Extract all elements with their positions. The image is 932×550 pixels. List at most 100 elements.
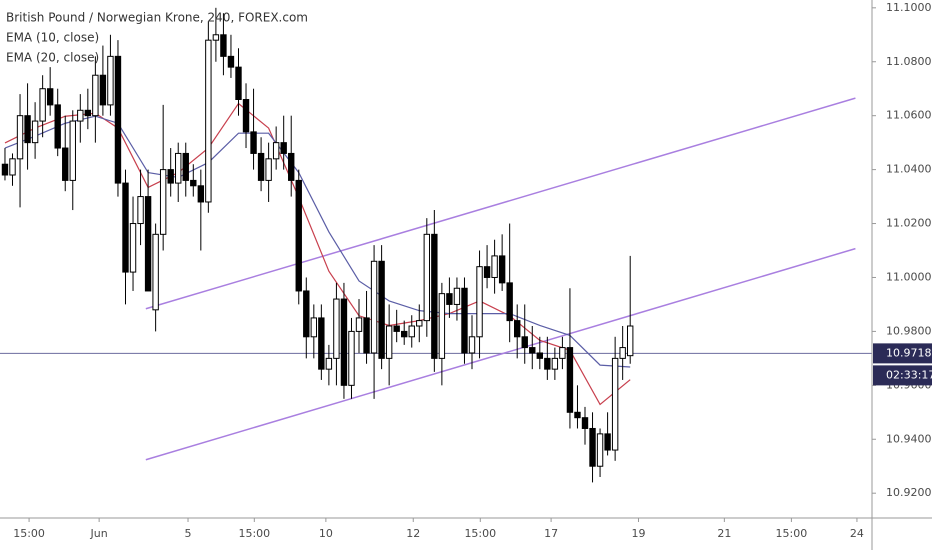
y-tick-label: 11.10000 bbox=[886, 1, 932, 14]
candle-body bbox=[190, 179, 197, 187]
x-tick-label: 10 bbox=[319, 527, 333, 540]
candle-body bbox=[438, 293, 446, 359]
candle-body bbox=[242, 99, 250, 133]
candle-body bbox=[596, 433, 604, 467]
candle-body bbox=[416, 320, 423, 327]
candle-body bbox=[566, 347, 574, 413]
candle-body bbox=[24, 115, 31, 144]
candle-body bbox=[423, 233, 431, 322]
candle-body bbox=[144, 196, 152, 292]
trend-line bbox=[145, 97, 856, 310]
candle-body bbox=[114, 55, 122, 184]
x-tick-label: 24 bbox=[850, 527, 864, 540]
candle-body bbox=[227, 55, 235, 68]
x-tick-label: Jun bbox=[90, 527, 108, 540]
candle-body bbox=[521, 336, 528, 349]
last-price-box bbox=[873, 343, 932, 364]
candle-body bbox=[446, 293, 453, 305]
candle-body bbox=[408, 325, 415, 338]
x-tick-label: 17 bbox=[544, 527, 558, 540]
candle-body bbox=[619, 347, 626, 359]
candle-body bbox=[325, 357, 333, 370]
candle-body bbox=[280, 142, 287, 154]
candle-body bbox=[265, 158, 272, 181]
candle-body bbox=[77, 109, 84, 122]
candle-body bbox=[122, 182, 129, 273]
candle-body bbox=[205, 39, 212, 203]
y-tick-label: 10.94000 bbox=[886, 432, 932, 445]
candle-body bbox=[363, 317, 370, 354]
candle-body bbox=[129, 223, 137, 273]
candle-body bbox=[333, 298, 340, 359]
candle-body bbox=[250, 131, 257, 154]
candle-body bbox=[235, 66, 242, 101]
candle-body bbox=[544, 357, 551, 370]
candle-body bbox=[348, 330, 355, 386]
candle-body bbox=[220, 34, 227, 57]
candle-body bbox=[589, 427, 596, 467]
chart-title: British Pound / Norwegian Krone, 240, FO… bbox=[6, 11, 308, 25]
candle-body bbox=[175, 152, 182, 184]
candle-body bbox=[468, 336, 476, 354]
candle-body bbox=[370, 260, 378, 354]
candle-body bbox=[318, 317, 325, 370]
candle-body bbox=[1, 163, 9, 176]
candle-body bbox=[536, 352, 544, 359]
candle-body bbox=[257, 152, 265, 181]
ema-line bbox=[4, 102, 631, 406]
x-tick-label: 15:00 bbox=[776, 527, 808, 540]
candle-body bbox=[559, 347, 566, 359]
candle-body bbox=[385, 325, 393, 359]
candle-body bbox=[159, 169, 167, 235]
y-tick-label: 11.00000 bbox=[886, 270, 932, 283]
candle-body bbox=[92, 74, 99, 117]
candle-body bbox=[39, 88, 46, 122]
y-tick-label: 11.06000 bbox=[886, 109, 932, 122]
y-tick-label: 10.98000 bbox=[886, 324, 932, 337]
legend: British Pound / Norwegian Krone, 240, FO… bbox=[6, 11, 308, 65]
legend-entry: EMA (10, close) bbox=[6, 31, 99, 45]
y-tick-label: 11.02000 bbox=[886, 217, 932, 230]
candle-body bbox=[393, 325, 400, 332]
candle-body bbox=[288, 152, 295, 181]
candle-body bbox=[137, 196, 144, 225]
plot-area bbox=[0, 7, 872, 483]
candle-body bbox=[574, 411, 581, 419]
candle-body bbox=[167, 169, 174, 184]
candle-body bbox=[529, 347, 536, 354]
x-tick-label: 19 bbox=[631, 527, 645, 540]
candle-body bbox=[62, 147, 69, 181]
x-tick-label: 5 bbox=[185, 527, 192, 540]
x-tick-label: 12 bbox=[406, 527, 420, 540]
x-tick-label: 15:00 bbox=[238, 527, 270, 540]
candle-body bbox=[461, 287, 468, 354]
candle-body bbox=[182, 152, 189, 181]
candle-body bbox=[498, 255, 506, 284]
y-tick-label: 11.08000 bbox=[886, 55, 932, 68]
candle-body bbox=[107, 55, 114, 106]
candle-body bbox=[54, 104, 61, 149]
last-price-label: 10.97185 bbox=[886, 346, 932, 359]
candle-body bbox=[9, 158, 16, 176]
candle-body bbox=[506, 282, 513, 322]
candle-body bbox=[295, 179, 302, 292]
candle-body bbox=[431, 233, 438, 359]
candle-body bbox=[476, 266, 483, 338]
x-tick-label: 15:00 bbox=[464, 527, 496, 540]
candle-body bbox=[310, 317, 318, 338]
ema-line bbox=[4, 115, 631, 368]
countdown-box bbox=[873, 365, 932, 386]
x-tick-label: 15:00 bbox=[13, 527, 45, 540]
candle-body bbox=[453, 287, 461, 305]
candle-body bbox=[16, 115, 24, 160]
candle-body bbox=[46, 88, 54, 106]
candle-body bbox=[152, 233, 159, 311]
trend-line bbox=[145, 247, 856, 461]
legend-entry: EMA (20, close) bbox=[6, 51, 99, 65]
candle-body bbox=[355, 317, 363, 332]
candle-body bbox=[303, 290, 310, 338]
candle-body bbox=[401, 330, 408, 338]
candle-body bbox=[611, 357, 619, 451]
candle-body bbox=[99, 74, 107, 106]
